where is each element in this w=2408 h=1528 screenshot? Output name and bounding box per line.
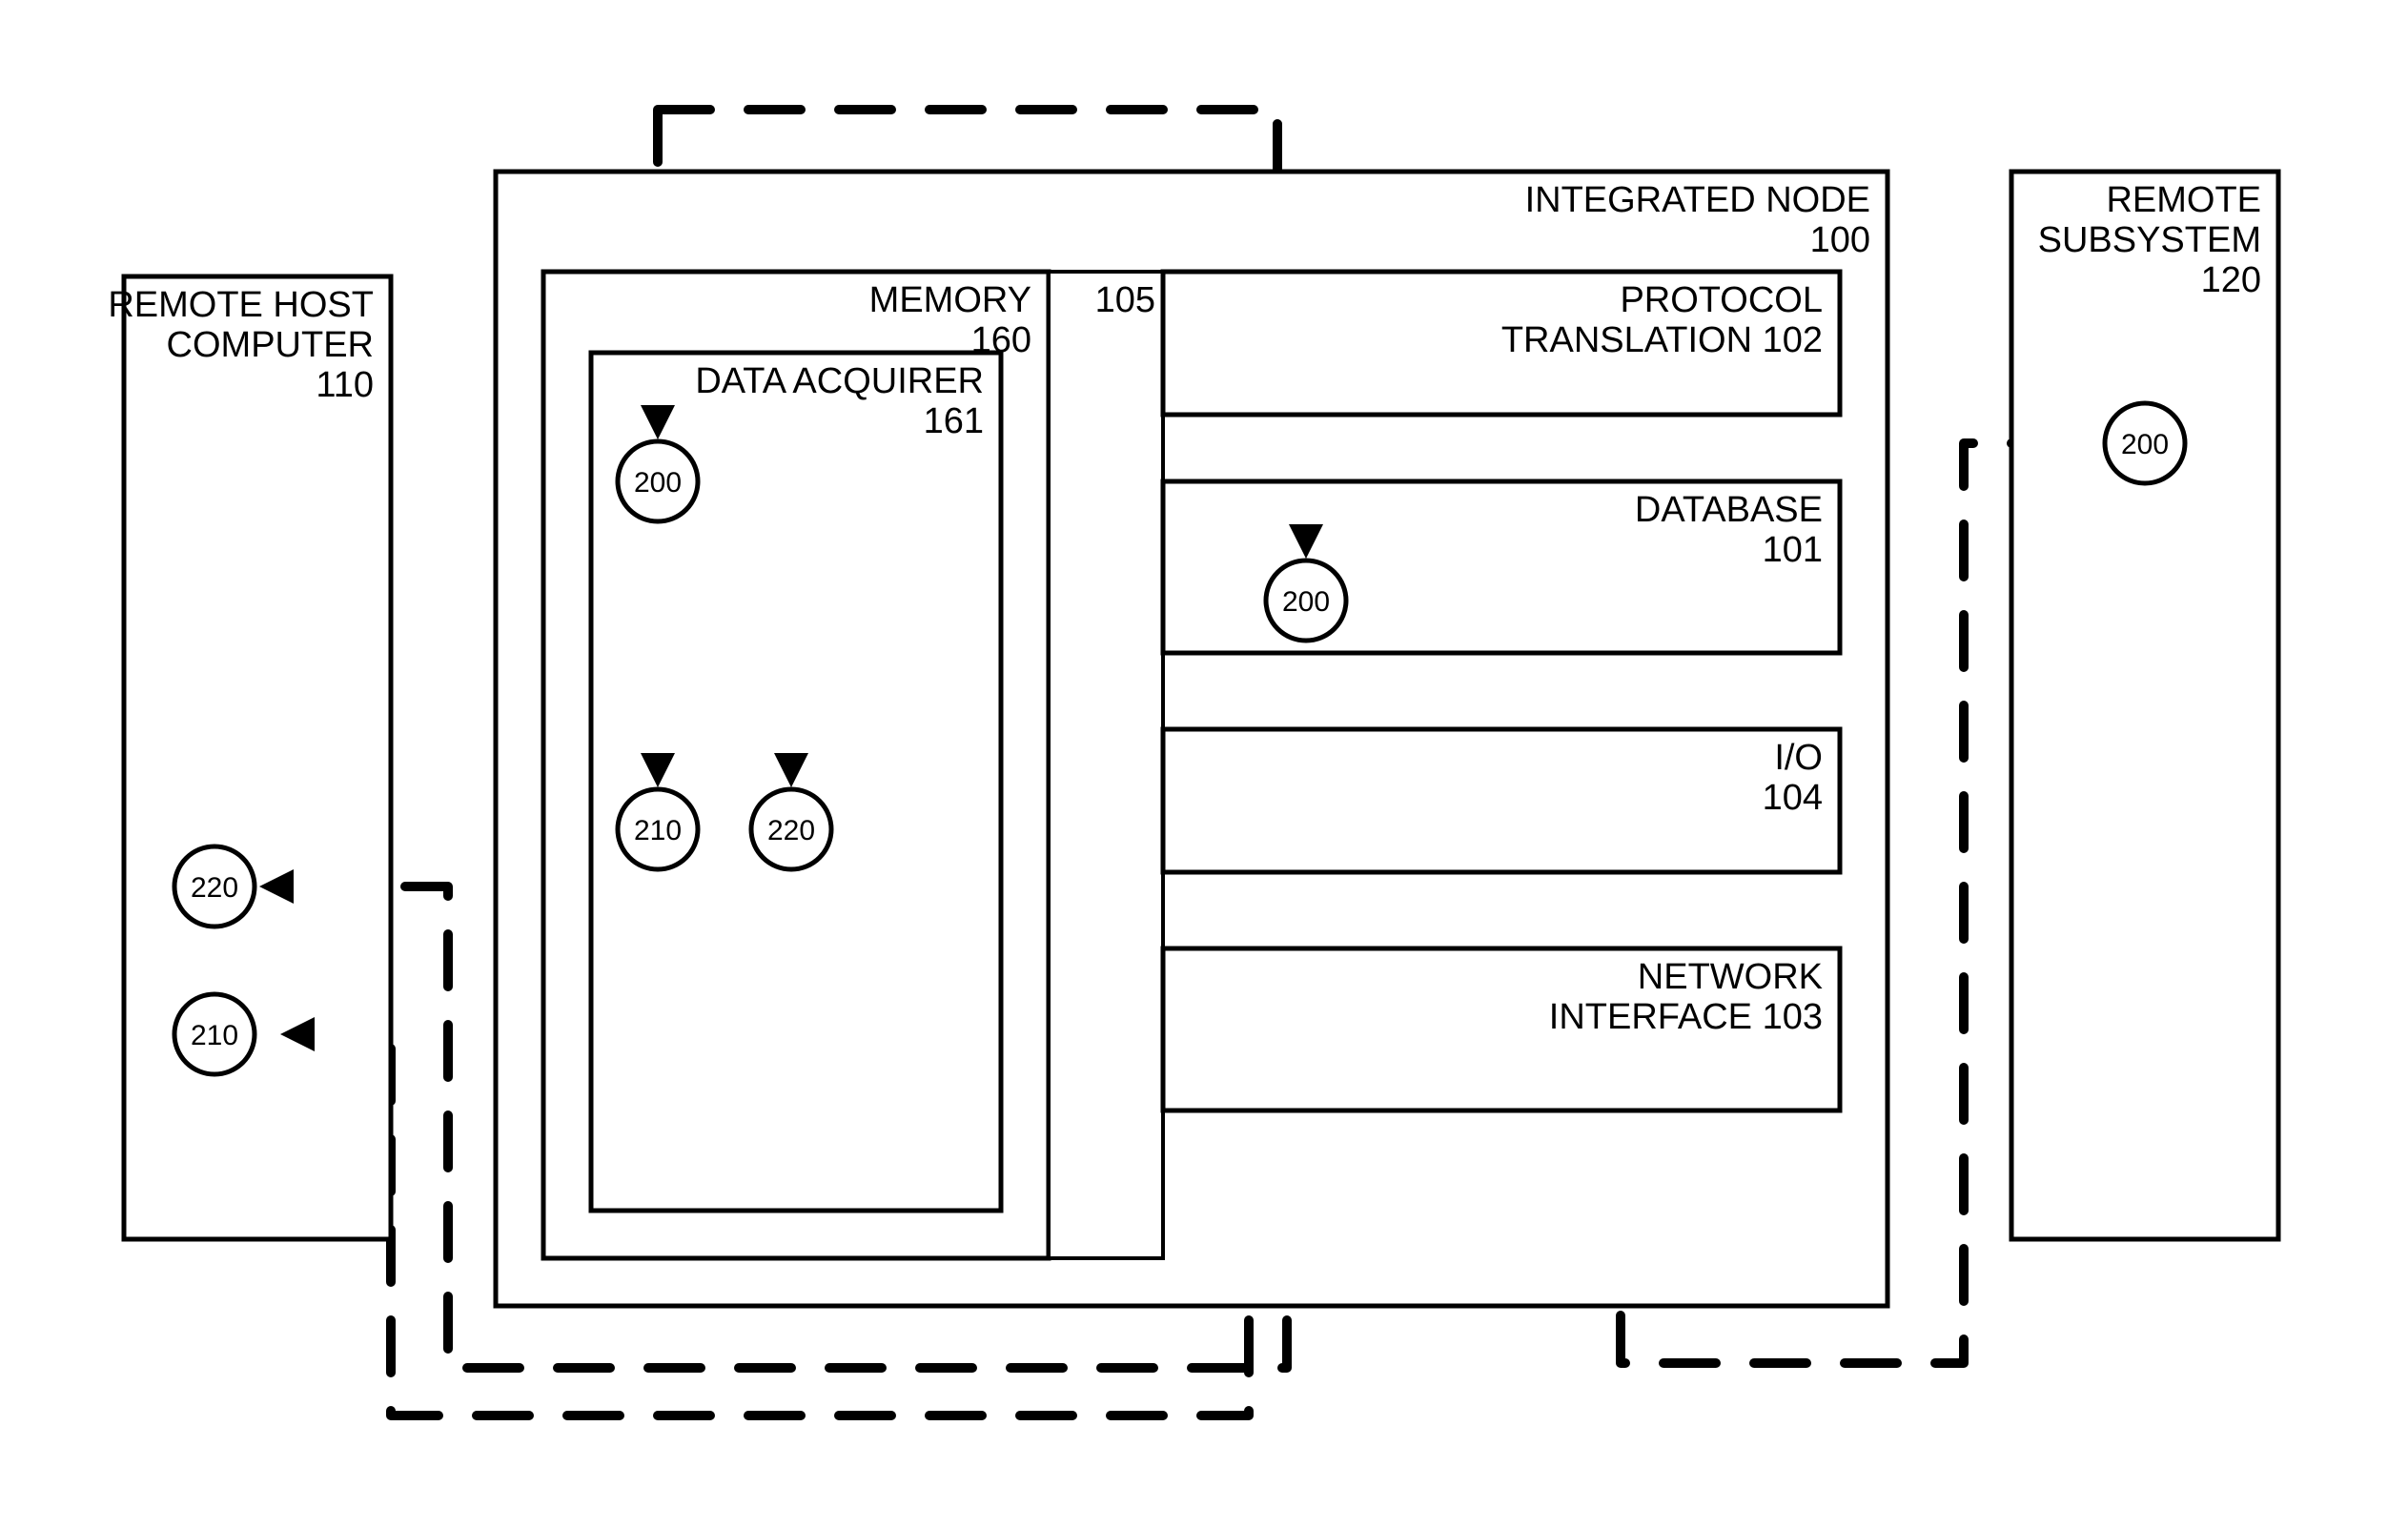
svg-text:COMPUTER: COMPUTER (167, 325, 374, 365)
svg-text:110: 110 (316, 365, 374, 405)
svg-text:220: 220 (191, 872, 238, 904)
svg-text:160: 160 (971, 320, 1031, 360)
svg-text:200: 200 (2121, 429, 2169, 460)
svg-text:104: 104 (1763, 778, 1823, 818)
svg-text:DATA ACQUIRER: DATA ACQUIRER (695, 361, 984, 401)
block-io (1163, 729, 1840, 872)
svg-text:INTERFACE 103: INTERFACE 103 (1549, 997, 1823, 1037)
svg-text:TRANSLATION 102: TRANSLATION 102 (1501, 320, 1823, 360)
svg-text:DATABASE: DATABASE (1635, 490, 1823, 530)
svg-text:120: 120 (2201, 260, 2261, 300)
svg-text:105: 105 (1095, 280, 1155, 320)
svg-text:100: 100 (1810, 220, 1870, 260)
block-remote_host (124, 276, 391, 1239)
svg-text:I/O: I/O (1774, 738, 1823, 778)
svg-text:210: 210 (634, 815, 682, 846)
svg-text:210: 210 (191, 1020, 238, 1051)
svg-text:REMOTE: REMOTE (2106, 180, 2261, 220)
svg-text:MEMORY: MEMORY (869, 280, 1031, 320)
svg-text:REMOTE HOST: REMOTE HOST (108, 285, 374, 325)
svg-text:PROTOCOL: PROTOCOL (1620, 280, 1823, 320)
block-remote_subsystem (2011, 172, 2278, 1239)
svg-text:101: 101 (1763, 530, 1823, 570)
svg-text:NETWORK: NETWORK (1638, 957, 1823, 997)
svg-text:161: 161 (924, 401, 984, 441)
svg-text:INTEGRATED NODE: INTEGRATED NODE (1525, 180, 1870, 220)
svg-text:200: 200 (634, 467, 682, 499)
svg-text:200: 200 (1282, 586, 1330, 618)
block-bus_105 (1049, 272, 1163, 1258)
diagram-stage: 200 210 220 200 220 210 200 REMOTE HOSTCOMPUTE… (0, 0, 2408, 1528)
svg-text:SUBSYSTEM: SUBSYSTEM (2038, 220, 2261, 260)
svg-text:220: 220 (767, 815, 815, 846)
diagram-svg: 200 210 220 200 220 210 200 REMOTE HOSTCOMPUTE… (0, 0, 2408, 1528)
